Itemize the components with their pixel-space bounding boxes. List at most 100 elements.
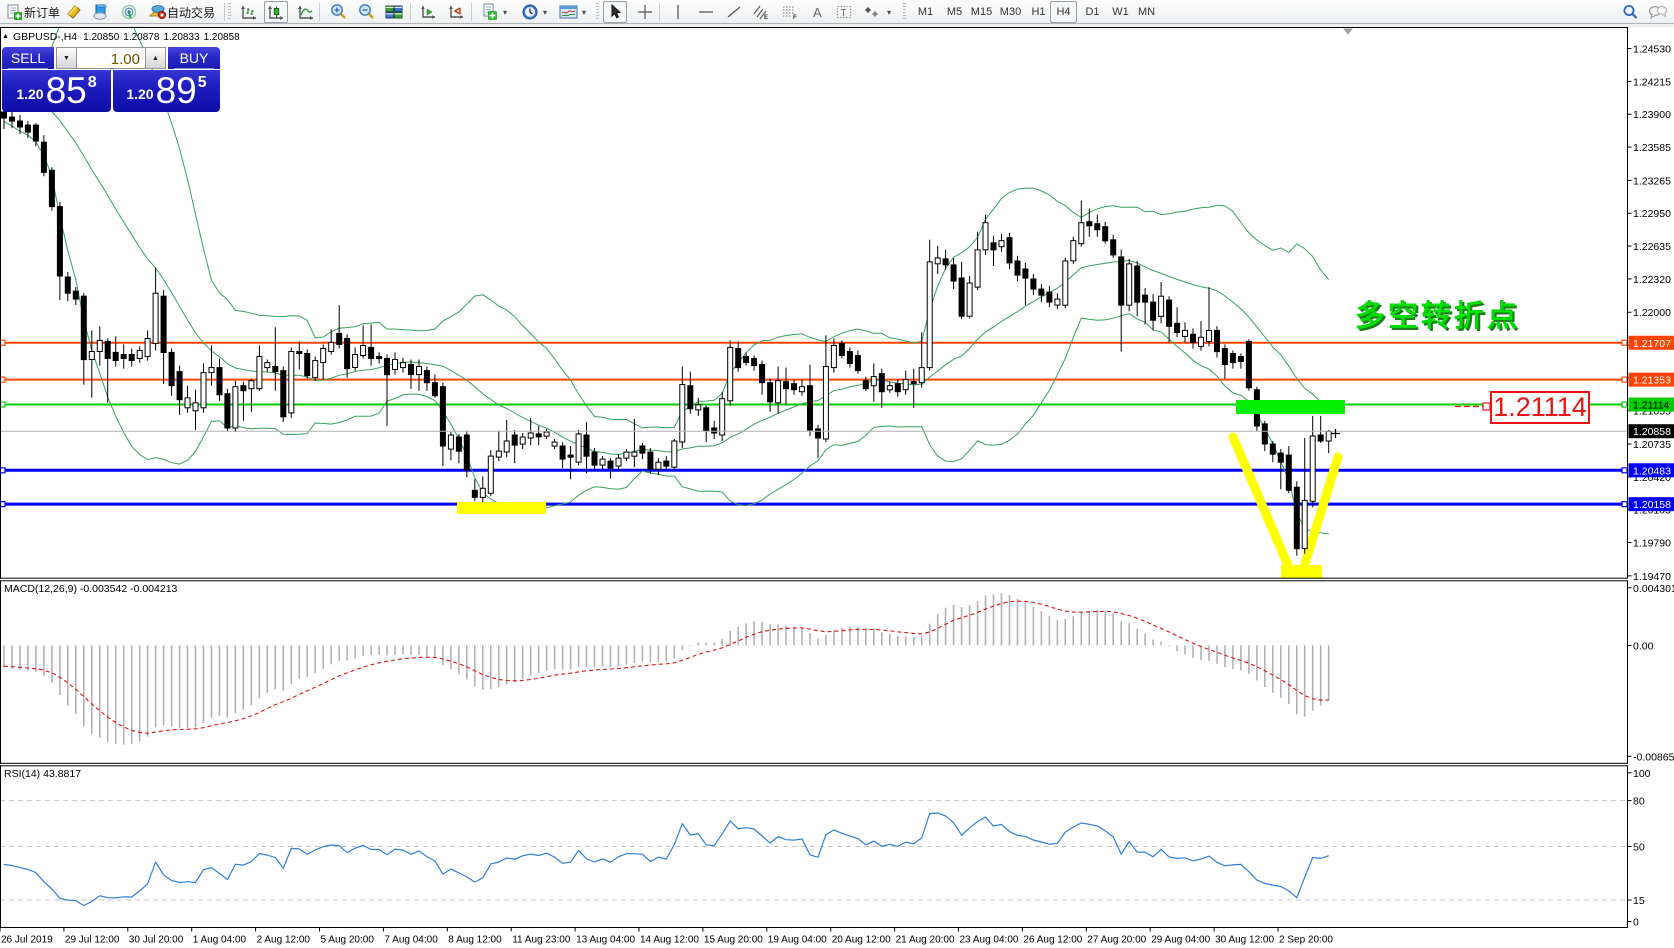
svg-text:1.24530: 1.24530 bbox=[1633, 44, 1671, 56]
svg-text:1.19470: 1.19470 bbox=[1633, 571, 1671, 583]
chart-shift-icon bbox=[449, 5, 463, 19]
line-chart-button[interactable] bbox=[294, 1, 318, 23]
volume-input[interactable]: 1.00 bbox=[77, 47, 145, 69]
auto-scroll-button[interactable] bbox=[416, 1, 440, 23]
toolbar-drag-handle[interactable] bbox=[228, 3, 231, 21]
arrows-tool-button[interactable] bbox=[860, 1, 884, 23]
toolbar-drag-handle[interactable] bbox=[903, 3, 906, 21]
reversal-point-annotation[interactable]: 多空转折点 bbox=[1355, 300, 1520, 333]
hline-handle[interactable] bbox=[0, 339, 6, 346]
arrows-icon bbox=[865, 7, 878, 17]
vertical-line-tool-button[interactable] bbox=[666, 1, 690, 23]
key-price-annotation[interactable]: 1.21114 bbox=[1490, 391, 1590, 424]
periods-button[interactable] bbox=[518, 1, 542, 23]
hline-handle[interactable] bbox=[0, 467, 6, 474]
autotrading-label[interactable]: 自动交易 bbox=[167, 5, 216, 20]
svg-text:50: 50 bbox=[1633, 842, 1645, 854]
timeframe-m5-button[interactable]: M5 bbox=[946, 6, 963, 18]
price-axis[interactable]: 1.24530 1.24215 1.23900 1.23585 1.23265 1.229… bbox=[1627, 44, 1674, 929]
svg-text:15: 15 bbox=[1633, 895, 1645, 907]
timeframe-h4-button[interactable]: H4 bbox=[1050, 1, 1077, 23]
hline-handle[interactable] bbox=[1621, 339, 1628, 346]
periods-dropdown[interactable]: ▾ bbox=[542, 7, 547, 17]
toolbar-separator bbox=[410, 3, 411, 21]
rsi-plot[interactable] bbox=[0, 800, 1628, 907]
timeframe-m15-button[interactable]: M15 bbox=[970, 6, 993, 18]
time-axis[interactable]: 26 Jul 2019 29 Jul 12:00 30 Jul 20:00 1 Aug… bbox=[0, 927, 1333, 946]
horizontal-line-tool-button[interactable] bbox=[694, 1, 718, 23]
text-tool-button[interactable]: A bbox=[806, 1, 830, 23]
volume-increase-button[interactable]: ▲ bbox=[145, 47, 166, 69]
cursor-tool-button[interactable] bbox=[603, 1, 627, 23]
timeframe-mn-button[interactable]: MN bbox=[1137, 6, 1156, 18]
candlestick-chart-button[interactable] bbox=[264, 1, 288, 23]
signals-button[interactable] bbox=[117, 1, 141, 23]
chart-background bbox=[0, 27, 1674, 948]
arrows-dropdown[interactable]: ▾ bbox=[886, 7, 891, 17]
buy-button[interactable]: BUY bbox=[168, 47, 220, 69]
macd-signal-value: -0.004213 bbox=[130, 583, 178, 595]
svg-text:1 Aug 04:00: 1 Aug 04:00 bbox=[193, 935, 247, 946]
chat-button[interactable] bbox=[1646, 1, 1670, 23]
templates-button[interactable] bbox=[556, 1, 580, 23]
rsi-name: RSI(14) bbox=[4, 768, 41, 780]
autotrading-button[interactable] bbox=[145, 1, 169, 23]
yellow-rect-support-1[interactable] bbox=[457, 502, 546, 514]
equidistant-channel-tool-button[interactable]: E bbox=[749, 1, 773, 23]
virtual-hosting-button[interactable] bbox=[89, 1, 113, 23]
hline-handle[interactable] bbox=[0, 401, 6, 408]
new-order-button[interactable] bbox=[2, 1, 26, 23]
timeframe-w1-button[interactable]: W1 bbox=[1112, 6, 1129, 18]
svg-text:1.23900: 1.23900 bbox=[1633, 109, 1671, 121]
templates-dropdown[interactable]: ▾ bbox=[581, 7, 586, 17]
quote-low: 1.20833 bbox=[163, 31, 200, 43]
timeframe-m1-button[interactable]: M1 bbox=[917, 6, 934, 18]
text-label-tool-button[interactable]: T bbox=[832, 1, 856, 23]
sell-button[interactable]: SELL bbox=[2, 47, 54, 69]
axis-tag-1.20158: 1.20158 bbox=[1628, 497, 1674, 512]
timeframe-h1-button[interactable]: H1 bbox=[1031, 6, 1046, 18]
hline-handle[interactable] bbox=[1621, 467, 1628, 474]
search-button[interactable] bbox=[1618, 1, 1642, 23]
trendline-tool-button[interactable] bbox=[722, 1, 746, 23]
hline-handle[interactable] bbox=[1621, 376, 1628, 383]
quote-line: ▲ GBPUSD-,H4 1.20850 1.20878 1.20833 1.2… bbox=[2, 31, 240, 43]
tile-windows-button[interactable] bbox=[382, 1, 406, 23]
hline-handle[interactable] bbox=[0, 501, 6, 508]
yellow-trendline-left[interactable] bbox=[1228, 432, 1295, 575]
zoom-out-button[interactable] bbox=[354, 1, 378, 23]
chart-shift-button[interactable] bbox=[444, 1, 468, 23]
indicators-dropdown[interactable]: ▾ bbox=[502, 7, 507, 17]
fibonacci-tool-button[interactable]: F bbox=[778, 1, 802, 23]
buy-price-integer: 1.20 bbox=[126, 86, 154, 102]
main-plot[interactable] bbox=[0, 0, 1628, 584]
hline-handle[interactable] bbox=[1621, 401, 1628, 408]
svg-text:100: 100 bbox=[1633, 768, 1651, 780]
equidistant-channel-icon: E bbox=[753, 5, 768, 20]
macd-plot[interactable] bbox=[3, 593, 1330, 745]
new-order-label[interactable]: 新订单 bbox=[24, 5, 61, 20]
sell-price-button[interactable]: 1.20 85 8 bbox=[2, 70, 111, 112]
timeframe-m30-button[interactable]: M30 bbox=[999, 6, 1022, 18]
bar-chart-button[interactable] bbox=[237, 1, 261, 23]
chart-shift-marker[interactable] bbox=[1343, 28, 1353, 35]
zoom-in-button[interactable] bbox=[326, 1, 350, 23]
hline-handle[interactable] bbox=[0, 376, 6, 383]
volume-decrease-button[interactable]: ▼ bbox=[56, 47, 77, 69]
indicators-button[interactable] bbox=[478, 1, 502, 23]
collapse-panel-toggle[interactable]: ▲ bbox=[2, 32, 9, 40]
toolbar-drag-handle[interactable] bbox=[596, 3, 599, 21]
green-rect-pivot[interactable] bbox=[1236, 400, 1345, 414]
rsi-label: RSI(14) 43.8817 bbox=[4, 768, 81, 780]
timeframe-d1-button[interactable]: D1 bbox=[1085, 6, 1100, 18]
axis-tag-1.21707: 1.21707 bbox=[1628, 335, 1674, 350]
price-box-anchor-handle[interactable] bbox=[1482, 402, 1491, 411]
yellow-rect-bottom[interactable] bbox=[1281, 565, 1322, 584]
market-button[interactable] bbox=[62, 1, 86, 23]
hline-handle[interactable] bbox=[1621, 501, 1628, 508]
buy-price-button[interactable]: 1.20 89 5 bbox=[113, 70, 220, 112]
yellow-trendline-right[interactable] bbox=[1298, 452, 1343, 575]
crosshair-tool-button[interactable] bbox=[633, 1, 657, 23]
